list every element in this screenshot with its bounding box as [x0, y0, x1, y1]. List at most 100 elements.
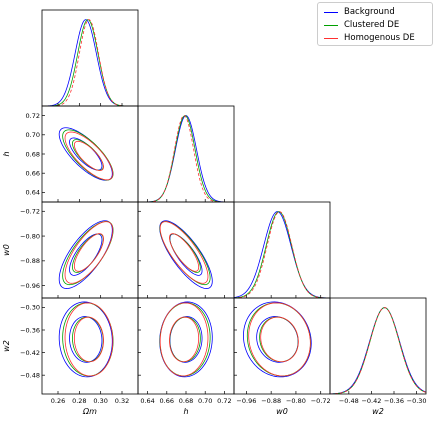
y-tick-label-w2: −0.30: [20, 304, 40, 312]
y-axis-label-h: h: [2, 151, 11, 156]
panel-content: [243, 301, 312, 378]
contour-95-om-h-homogenous-de: [64, 131, 114, 181]
contour-68-om-w2-background: [69, 316, 103, 363]
x-axis-label-w2: w2: [372, 407, 384, 416]
y-tick-label-h: 0.70: [26, 131, 40, 139]
legend: Background Clustered DE Homogenous DE: [317, 2, 433, 46]
x-axis-label-w0: w0: [276, 407, 288, 416]
panel-frame: [137, 201, 235, 299]
panel-content: [159, 301, 213, 378]
y-axis-label-w0: w0: [2, 244, 11, 256]
contour-68-h-w2-homogenous-de: [169, 316, 200, 363]
y-tick-label-w0: −0.88: [20, 257, 40, 265]
x-tick-label-w0: −0.96: [236, 397, 256, 405]
legend-label-homogenous-de: Homogenous DE: [344, 33, 415, 43]
panel-w0-w0: [233, 201, 331, 299]
x-axis-label-om: Ωm: [82, 407, 97, 416]
y-tick-label-w0: −0.96: [20, 282, 40, 290]
marginal-h-background: [138, 115, 234, 202]
contour-68-om-w2-homogenous-de: [73, 316, 104, 363]
contour-68-h-w0-homogenous-de: [169, 233, 200, 272]
x-tick-label-w2: −0.30: [407, 397, 427, 405]
legend-swatch-clustered-de: [324, 24, 338, 26]
x-axis-label-h: h: [183, 407, 188, 416]
y-tick-label-w0: −0.80: [20, 232, 40, 240]
panel-content: [159, 220, 213, 289]
marginal-w2-background: [330, 307, 426, 394]
panel-frame: [137, 105, 235, 203]
x-tick-label-w2: −0.36: [384, 397, 404, 405]
x-tick-label-w2: −0.42: [361, 397, 381, 405]
panel-frame: [41, 201, 139, 299]
y-tick-label-w2: −0.36: [20, 326, 40, 334]
panel-content: [58, 301, 114, 378]
legend-item-homogenous-de: Homogenous DE: [324, 32, 415, 44]
legend-item-clustered-de: Clustered DE: [324, 19, 399, 31]
y-axis-label-w2: w2: [2, 340, 11, 352]
marginal-w0-homogenous-de: [234, 211, 330, 298]
marginal-om-background: [42, 19, 138, 106]
legend-item-background: Background: [324, 6, 395, 18]
x-tick-label-om: 0.28: [72, 397, 86, 405]
panel-frame: [41, 105, 139, 203]
y-tick-label-h: 0.64: [26, 189, 40, 197]
marginal-h-homogenous-de: [138, 115, 234, 202]
x-tick-label-om: 0.32: [115, 397, 129, 405]
marginal-om-homogenous-de: [42, 19, 138, 106]
panel-content: [234, 211, 330, 298]
panel-om-w0: −0.96 −0.88 −0.80 −0.72: [20, 201, 139, 299]
contour-68-om-w0-homogenous-de: [73, 233, 104, 272]
contour-95-h-w2-background: [159, 301, 213, 378]
contour-95-w0-w2-homogenous-de: [248, 302, 311, 377]
panel-om-w2: 0.26 0.28 0.30 0.32 −0.48 −0.42 −0.36 −0.30: [20, 297, 139, 405]
x-tick-label-h: 0.66: [160, 397, 174, 405]
contour-95-om-w0-background: [58, 220, 113, 289]
y-tick-label-w2: −0.48: [20, 371, 40, 379]
contour-95-om-w2-background: [58, 301, 113, 378]
panel-frame: [329, 297, 427, 395]
x-tick-label-om: 0.26: [51, 397, 65, 405]
contour-68-om-w0-background: [69, 233, 103, 276]
panel-w0-w2: −0.96 −0.88 −0.80 −0.72: [233, 297, 331, 405]
panel-h-w0: [137, 201, 235, 299]
x-tick-label-h: 0.72: [217, 397, 231, 405]
y-tick-label-h: 0.72: [26, 112, 40, 120]
y-tick-label-w0: −0.72: [20, 208, 40, 216]
panel-frame: [41, 9, 139, 107]
contour-95-h-w0-background: [159, 220, 213, 289]
contour-95-h-w2-homogenous-de: [159, 302, 209, 377]
y-tick-label-h: 0.66: [26, 170, 40, 178]
marginal-w0-background: [234, 211, 330, 298]
x-tick-label-h: 0.70: [198, 397, 212, 405]
legend-swatch-homogenous-de: [324, 37, 338, 39]
x-tick-label-w2: −0.48: [339, 397, 359, 405]
marginal-h-clustered-de: [138, 115, 234, 202]
x-tick-label-h: 0.64: [140, 397, 154, 405]
panel-frame: [137, 297, 235, 395]
panel-content: [138, 115, 234, 202]
contour-95-om-w2-homogenous-de: [64, 302, 114, 377]
marginal-w2-clustered-de: [330, 307, 426, 394]
panel-content: [330, 307, 426, 394]
contour-68-h-w0-background: [169, 233, 203, 276]
contour-95-h-w0-homogenous-de: [159, 221, 209, 284]
contour-95-w0-w2-background: [243, 301, 312, 378]
contour-68-w0-w2-homogenous-de: [260, 316, 299, 363]
contour-95-om-w0-homogenous-de: [64, 221, 114, 284]
y-tick-label-h: 0.68: [26, 150, 40, 158]
panel-content: [58, 220, 114, 289]
panel-frame: [41, 297, 139, 395]
x-tick-label-w0: −0.80: [286, 397, 306, 405]
marginal-w0-clustered-de: [234, 211, 330, 298]
contour-68-om-h-homogenous-de: [73, 140, 104, 171]
panel-om-om: [41, 9, 139, 107]
legend-label-background: Background: [344, 7, 395, 17]
marginal-w2-homogenous-de: [330, 307, 426, 394]
x-tick-label-h: 0.68: [179, 397, 193, 405]
contour-68-w0-w2-background: [256, 316, 299, 363]
x-tick-label-om: 0.30: [93, 397, 107, 405]
y-tick-label-w2: −0.42: [20, 349, 40, 357]
panel-om-h: 0.64 0.66 0.68 0.70 0.72: [26, 105, 139, 203]
legend-swatch-background: [324, 11, 338, 13]
